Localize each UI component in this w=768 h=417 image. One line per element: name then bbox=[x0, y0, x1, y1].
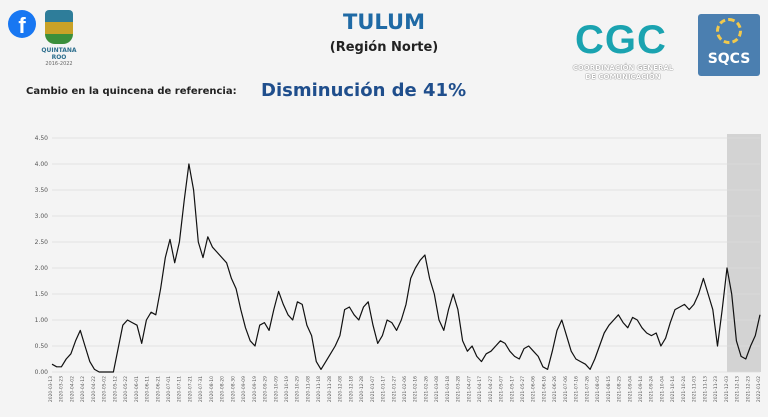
x-tick-label: 2021-12-23 bbox=[745, 376, 751, 402]
x-tick-label: 2020-04-02 bbox=[69, 376, 75, 402]
y-tick-label: 1.00 bbox=[35, 317, 49, 324]
x-tick-label: 2020-10-19 bbox=[284, 376, 290, 402]
x-tick-label: 2020-10-09 bbox=[273, 376, 279, 402]
cgc-logo: CGC bbox=[575, 18, 667, 62]
x-tick-label: 2020-07-11 bbox=[177, 376, 183, 402]
x-tick-label: 2020-09-29 bbox=[263, 376, 269, 402]
x-tick-label: 2020-12-28 bbox=[359, 376, 365, 402]
facebook-icon[interactable]: f bbox=[8, 10, 36, 38]
x-tick-label: 2020-09-19 bbox=[252, 376, 258, 402]
y-tick-label: 1.50 bbox=[35, 291, 49, 298]
x-tick-label: 2021-05-27 bbox=[520, 376, 526, 402]
line-chart: 0.00 0.50 1.00 1.50 2.00 2.50 3.00 3.50 4.00 4.50… bbox=[35, 134, 762, 402]
quintana-roo-logo: QUINTANA ROO 2016-2022 bbox=[36, 10, 82, 70]
sqcs-logo: SQCS bbox=[698, 14, 760, 76]
x-tick-label: 2021-05-07 bbox=[499, 376, 505, 402]
x-tick-label: 2020-11-28 bbox=[327, 376, 333, 402]
x-tick-label: 2020-12-08 bbox=[338, 376, 344, 402]
x-tick-label: 2021-04-17 bbox=[477, 376, 483, 402]
y-tick-label: 2.50 bbox=[35, 239, 49, 246]
x-tick-label: 2021-12-03 bbox=[724, 376, 730, 402]
page-subtitle: (Región Norte) bbox=[329, 40, 439, 55]
x-tick-label: 2020-09-09 bbox=[241, 376, 247, 402]
x-tick-label: 2021-02-06 bbox=[402, 376, 408, 402]
x-tick-label: 2021-08-05 bbox=[595, 376, 601, 402]
state-logo-years: 2016-2022 bbox=[45, 61, 73, 67]
x-tick-label: 2020-07-31 bbox=[198, 376, 204, 402]
x-tick-label: 2020-04-22 bbox=[91, 376, 97, 402]
y-tick-label: 2.00 bbox=[35, 265, 49, 272]
x-tick-label: 2021-08-15 bbox=[606, 376, 612, 402]
x-tick-label: 2021-02-16 bbox=[413, 376, 419, 402]
x-tick-label: 2021-03-18 bbox=[445, 376, 451, 402]
x-tick-label: 2020-06-01 bbox=[134, 376, 140, 402]
x-tick-label: 2021-06-06 bbox=[531, 376, 537, 402]
x-tick-label: 2021-10-24 bbox=[681, 376, 687, 402]
x-tick-label: 2020-06-11 bbox=[145, 376, 151, 402]
series-line bbox=[51, 163, 761, 373]
x-tick-label: 2020-08-30 bbox=[230, 376, 236, 402]
x-tick-label: 2021-11-13 bbox=[702, 376, 708, 402]
cgc-subtitle: COORDINACIÓN GENERAL DE COMUNICACIÓN bbox=[563, 64, 683, 82]
gear-icon bbox=[716, 18, 742, 44]
x-tick-label: 2021-10-14 bbox=[670, 376, 676, 402]
x-tick-label: 2021-01-27 bbox=[391, 376, 397, 402]
x-tick-label: 2020-05-02 bbox=[102, 376, 108, 402]
highlight-band bbox=[727, 134, 761, 372]
x-tick-label: 2020-11-18 bbox=[316, 376, 322, 402]
x-tick-label: 2020-08-20 bbox=[220, 376, 226, 402]
x-tick-label: 2021-01-17 bbox=[381, 376, 387, 402]
x-tick-label: 2020-05-22 bbox=[123, 376, 129, 402]
cgc-line-2: DE COMUNICACIÓN bbox=[585, 73, 661, 81]
x-tick-label: 2020-11-08 bbox=[305, 376, 311, 402]
x-tick-label: 2021-02-26 bbox=[423, 376, 429, 402]
x-tick-label: 2021-07-06 bbox=[563, 376, 569, 402]
y-tick-label: 3.50 bbox=[35, 187, 49, 194]
change-value: Disminución de 41% bbox=[261, 80, 467, 101]
y-tick-label: 0.00 bbox=[35, 369, 49, 376]
x-tick-label: 2020-03-13 bbox=[48, 376, 54, 402]
y-tick-label: 4.00 bbox=[35, 161, 49, 168]
x-tick-label: 2021-07-26 bbox=[584, 376, 590, 402]
x-tick-label: 2021-12-13 bbox=[735, 376, 741, 402]
x-tick-label: 2021-01-07 bbox=[370, 376, 376, 402]
state-crest-icon bbox=[45, 10, 73, 44]
x-tick-label: 2020-07-21 bbox=[187, 376, 193, 402]
change-label: Cambio en la quincena de referencia: bbox=[26, 86, 237, 97]
x-tick-label: 2020-07-01 bbox=[166, 376, 172, 402]
cgc-line-1: COORDINACIÓN GENERAL bbox=[572, 64, 674, 72]
sqcs-logo-text: SQCS bbox=[707, 51, 751, 67]
y-tick-label: 0.50 bbox=[35, 343, 49, 350]
x-tick-label: 2020-06-21 bbox=[155, 376, 161, 402]
state-logo-name: QUINTANA ROO bbox=[41, 47, 77, 61]
x-tick-label: 2021-09-24 bbox=[649, 376, 655, 402]
x-tick-label: 2022-01-02 bbox=[756, 376, 762, 402]
x-tick-label: 2021-06-26 bbox=[552, 376, 558, 402]
x-tick-label: 2021-09-04 bbox=[627, 376, 633, 402]
x-tick-label: 2021-05-17 bbox=[509, 376, 515, 402]
x-tick-label: 2020-03-23 bbox=[59, 376, 65, 402]
x-tick-label: 2021-03-28 bbox=[456, 376, 462, 402]
y-tick-label: 4.50 bbox=[35, 135, 49, 142]
x-tick-label: 2021-03-08 bbox=[434, 376, 440, 402]
x-tick-label: 2020-04-12 bbox=[80, 376, 86, 402]
y-tick-label: 3.00 bbox=[35, 213, 49, 220]
x-tick-label: 2021-10-04 bbox=[659, 376, 665, 402]
x-tick-label: 2020-12-18 bbox=[348, 376, 354, 402]
x-tick-label: 2021-06-16 bbox=[541, 376, 547, 402]
x-tick-label: 2021-04-27 bbox=[488, 376, 494, 402]
x-tick-label: 2020-10-29 bbox=[295, 376, 301, 402]
page-title: TULUM bbox=[343, 10, 425, 34]
x-tick-label: 2020-05-12 bbox=[112, 376, 118, 402]
x-tick-label: 2021-08-25 bbox=[617, 376, 623, 402]
x-tick-label: 2021-11-23 bbox=[713, 376, 719, 402]
x-tick-label: 2021-07-16 bbox=[574, 376, 580, 402]
x-tick-label: 2021-04-07 bbox=[466, 376, 472, 402]
x-tick-label: 2020-08-10 bbox=[209, 376, 215, 402]
x-tick-label: 2021-09-14 bbox=[638, 376, 644, 402]
x-tick-label: 2021-11-03 bbox=[692, 376, 698, 402]
